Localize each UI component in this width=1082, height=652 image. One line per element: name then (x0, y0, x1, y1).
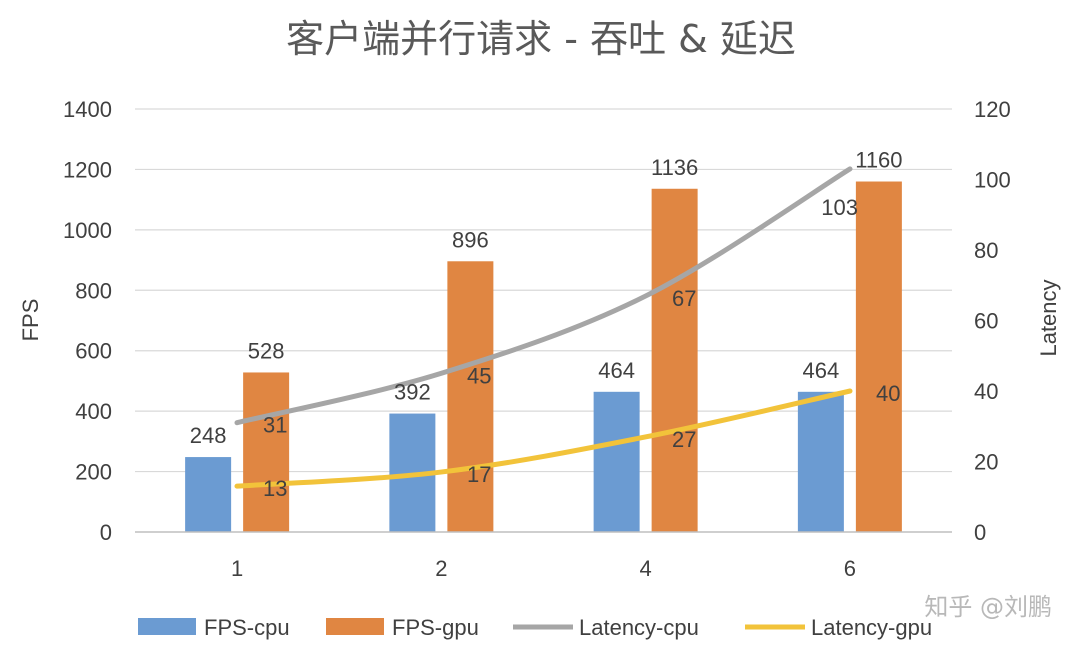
line-data-label: 67 (672, 286, 696, 311)
line-data-label: 17 (467, 462, 491, 487)
line-data-label: 27 (672, 427, 696, 452)
legend-swatch (326, 618, 384, 635)
bar-data-label: 1160 (855, 148, 902, 173)
line-data-label: 13 (263, 476, 287, 501)
line-Latency-cpu (234, 166, 853, 426)
line-data-label: 40 (876, 381, 900, 406)
x-tick-label: 1 (231, 556, 243, 581)
legend-label: Latency-gpu (811, 615, 932, 640)
y-axis-left-title: FPS (18, 299, 43, 342)
bar-FPS-cpu (185, 457, 232, 532)
bar-FPS-gpu (855, 181, 902, 532)
bar-data-label: 464 (803, 358, 840, 383)
legend: FPS-cpu FPS-gpu Latency-cpu Latency-gpu (138, 615, 932, 640)
x-tick-label: 6 (844, 556, 856, 581)
y-right-tick-label: 20 (974, 450, 998, 475)
y-left-tick-label: 600 (75, 339, 112, 364)
line-data-label: 45 (467, 363, 491, 388)
y-axis-right-title: Latency (1036, 279, 1061, 356)
legend-label: FPS-cpu (204, 615, 290, 640)
y-left-tick-label: 1200 (63, 157, 112, 182)
y-left-tick-label: 1000 (63, 218, 112, 243)
y-left-tick-label: 400 (75, 399, 112, 424)
x-tick-label: 2 (435, 556, 447, 581)
lines-layer (234, 166, 853, 489)
line-data-label: 103 (821, 195, 858, 220)
bar-FPS-cpu (797, 391, 844, 532)
bar-data-label: 392 (394, 380, 431, 405)
y-left-tick-label: 800 (75, 278, 112, 303)
y-left-tick-label: 1400 (63, 97, 112, 122)
bar-FPS-gpu (651, 188, 698, 532)
chart-title: 客户端并行请求 - 吞吐 & 延迟 (286, 17, 796, 61)
bar-FPS-cpu (593, 391, 640, 532)
y-right-tick-label: 60 (974, 309, 998, 334)
y-left-tick-label: 200 (75, 460, 112, 485)
y-right-tick-label: 120 (974, 97, 1011, 122)
line-data-label: 31 (263, 413, 287, 438)
bars-layer (185, 181, 902, 532)
line-Latency-gpu (234, 388, 853, 489)
watermark: 知乎 @刘鹏 (924, 593, 1052, 621)
legend-swatch (138, 618, 196, 635)
bar-FPS-gpu (243, 372, 290, 532)
y-right-tick-label: 100 (974, 168, 1011, 193)
y-right-tick-label: 0 (974, 520, 986, 545)
data-labels-layer: 248 392 464 464 528 896 1136 1160 31 45 67 103 13 17 2… (190, 148, 903, 502)
bar-data-label: 464 (598, 358, 635, 383)
bar-data-label: 528 (248, 338, 285, 363)
legend-label: Latency-cpu (579, 615, 699, 640)
y-right-tick-label: 40 (974, 379, 998, 404)
legend-label: FPS-gpu (392, 615, 479, 640)
y-left-tick-label: 0 (100, 520, 112, 545)
bar-data-label: 1136 (651, 155, 698, 180)
y-right-tick-label: 80 (974, 238, 998, 263)
bar-data-label: 248 (190, 423, 227, 448)
bar-data-label: 896 (452, 227, 489, 252)
axes-layer: 0 200 400 600 800 1000 1200 1400 0 20 40 60 80 100 120… (63, 97, 1011, 581)
x-tick-label: 4 (640, 556, 652, 581)
bar-FPS-gpu (447, 261, 494, 532)
